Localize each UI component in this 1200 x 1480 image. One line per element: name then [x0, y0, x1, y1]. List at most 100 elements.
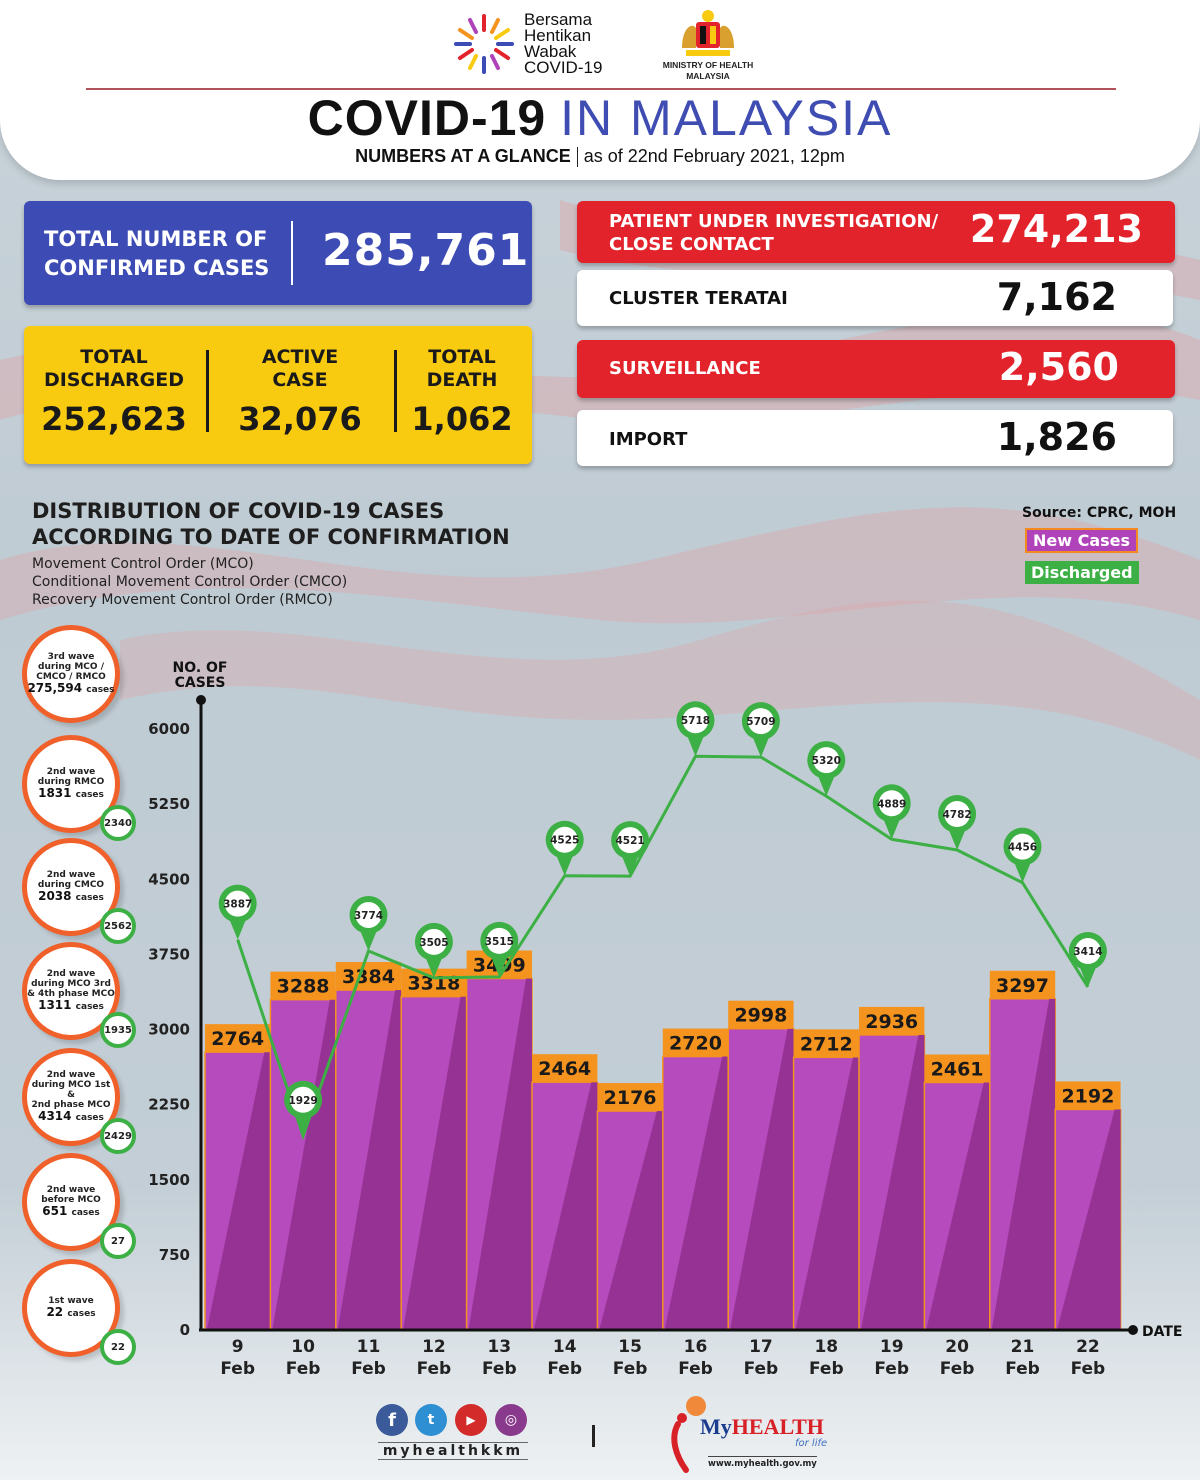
- stat-label: CLUSTER TERATAI: [609, 288, 788, 309]
- bar-shade: [795, 1057, 859, 1329]
- marker-pin: [1013, 860, 1032, 883]
- x-tick-label: 14: [553, 1337, 577, 1357]
- page-title: COVID-19 IN MALAYSIA: [0, 88, 1200, 148]
- youtube-icon[interactable]: ▶: [455, 1404, 487, 1436]
- logo-line: COVID-19: [524, 58, 603, 77]
- distribution-subtitles: Movement Control Order (MCO) Conditional…: [32, 555, 347, 609]
- wave-circle: 1st wave 22 cases: [22, 1259, 120, 1357]
- x-axis-title: DATE: [1142, 1324, 1182, 1340]
- discharged-value: 252,623: [41, 400, 187, 438]
- wave-label: & 4th phase MCO: [27, 989, 115, 999]
- instagram-icon[interactable]: ◎: [495, 1404, 527, 1436]
- myhealth-logo[interactable]: MyHEALTH: [700, 1414, 824, 1440]
- y-tick-label: 3000: [148, 1021, 190, 1039]
- subtitle-line: Movement Control Order (MCO): [32, 556, 254, 572]
- bar-label-bg: [270, 971, 336, 1000]
- marker-core: [813, 747, 840, 774]
- label-line: TOTAL: [80, 346, 148, 368]
- wave-label: 2nd phase MCO: [31, 1100, 111, 1110]
- wave-unit: cases: [75, 1002, 104, 1012]
- bar-label-bg: [205, 1024, 271, 1053]
- discharged-value-label: 4889: [877, 798, 906, 810]
- ministry-label: MINISTRY OF HEALTH MALAYSIA: [640, 60, 776, 82]
- wave-unit: cases: [75, 893, 104, 903]
- bar-label-bg: [662, 1028, 729, 1057]
- marker-pin: [817, 774, 836, 797]
- bar-label-bg: [1055, 1081, 1121, 1110]
- marker-core: [1009, 833, 1036, 860]
- distribution-title: DISTRIBUTION OF COVID-19 CASES ACCORDING…: [32, 498, 510, 550]
- label-line: DEATH: [426, 369, 498, 391]
- marker-core: [224, 890, 251, 917]
- discharged-value-label: 3774: [354, 910, 383, 922]
- website-url[interactable]: www.myhealth.gov.my: [708, 1456, 817, 1469]
- x-tick-label: Feb: [613, 1359, 648, 1379]
- marker-pin: [294, 1113, 313, 1136]
- wave-circle: 2nd wave during RMCO 1831 cases: [22, 735, 120, 833]
- bar-label-bg: [335, 962, 402, 991]
- marker-core: [551, 826, 578, 853]
- legend-discharged: Discharged: [1025, 561, 1139, 584]
- logo-line: Bersama: [524, 10, 593, 29]
- legend-new-cases: New Cases: [1025, 528, 1139, 553]
- wave-count: 22 cases: [46, 1305, 96, 1319]
- marker-core: [682, 707, 709, 734]
- wave-discharged-badge: 2340: [100, 805, 136, 841]
- bar-shade: [337, 990, 402, 1329]
- wave-count: 2038 cases: [38, 889, 104, 903]
- marker-core: [486, 927, 513, 954]
- pui-close-contact-card: PATIENT UNDER INVESTIGATION/ CLOSE CONTA…: [577, 201, 1175, 263]
- discharged-value-label: 3887: [223, 899, 252, 911]
- x-tick-label: Feb: [1005, 1359, 1040, 1379]
- subtitle-line: Conditional Movement Control Order (CMCO…: [32, 574, 348, 590]
- x-tick-label: 12: [422, 1337, 446, 1357]
- bar-shade: [468, 978, 532, 1329]
- marker-pin: [555, 853, 574, 876]
- bar-shade: [861, 1034, 925, 1329]
- marker-core: [944, 801, 971, 828]
- logo-line: Wabak: [524, 42, 577, 61]
- confirmed-label-line: CONFIRMED CASES: [44, 256, 270, 280]
- label-line: TOTAL: [428, 346, 496, 368]
- marker-pin: [1078, 965, 1097, 988]
- x-tick-label: 18: [814, 1337, 838, 1357]
- y-tick-label: 6000: [148, 720, 190, 738]
- marker-core: [747, 708, 774, 735]
- coat-of-arms-icon: [682, 10, 734, 56]
- bar-label-bg: [924, 1054, 990, 1083]
- source-label: Source: CPRC, MOH: [1022, 505, 1177, 521]
- brand-health: HEALTH: [731, 1414, 824, 1439]
- wave-label: before MCO: [41, 1195, 101, 1205]
- outcome-card: TOTAL DISCHARGED 252,623 ACTIVE CASE 32,…: [24, 326, 532, 464]
- stat-value: 7,162: [996, 275, 1117, 319]
- wave-label: 3rd wave: [47, 652, 95, 662]
- social-handle[interactable]: myhealthkkm: [378, 1442, 528, 1460]
- y-tick-label: 1500: [148, 1171, 190, 1189]
- wave-unit: cases: [75, 790, 104, 800]
- x-tick-label: 22: [1076, 1337, 1100, 1357]
- subtitle-bold: NUMBERS AT A GLANCE: [355, 146, 571, 166]
- discharged-value-label: 1929: [288, 1095, 317, 1107]
- stat-value: 2,560: [998, 345, 1119, 389]
- twitter-icon[interactable]: t: [415, 1404, 447, 1436]
- confirmed-label-line: TOTAL NUMBER OF: [44, 227, 268, 251]
- x-tick-label: 15: [618, 1337, 642, 1357]
- page-subtitle: NUMBERS AT A GLANCE as of 22nd February 2…: [0, 146, 1200, 168]
- bar-label-bg: [793, 1029, 859, 1058]
- brand-tagline: for life: [795, 1438, 828, 1449]
- card-divider: [206, 350, 209, 432]
- wave-label: 2nd wave: [46, 1070, 96, 1080]
- wave-discharged-badge: 2429: [100, 1118, 136, 1154]
- facebook-icon[interactable]: f: [376, 1404, 408, 1436]
- bar-value-label: 3297: [996, 975, 1049, 997]
- x-tick-label: 11: [357, 1337, 381, 1357]
- wave-unit: cases: [86, 685, 115, 695]
- wave-unit: cases: [75, 1113, 104, 1123]
- active-label: ACTIVE CASE: [220, 346, 380, 392]
- label-line: CLOSE CONTACT: [609, 234, 774, 255]
- marker-pin: [686, 734, 705, 757]
- wave-label: during MCO 3rd: [31, 979, 111, 989]
- discharged-value-label: 4521: [615, 835, 644, 847]
- bar-value-label: 2720: [669, 1033, 722, 1055]
- marker-pin: [228, 917, 247, 940]
